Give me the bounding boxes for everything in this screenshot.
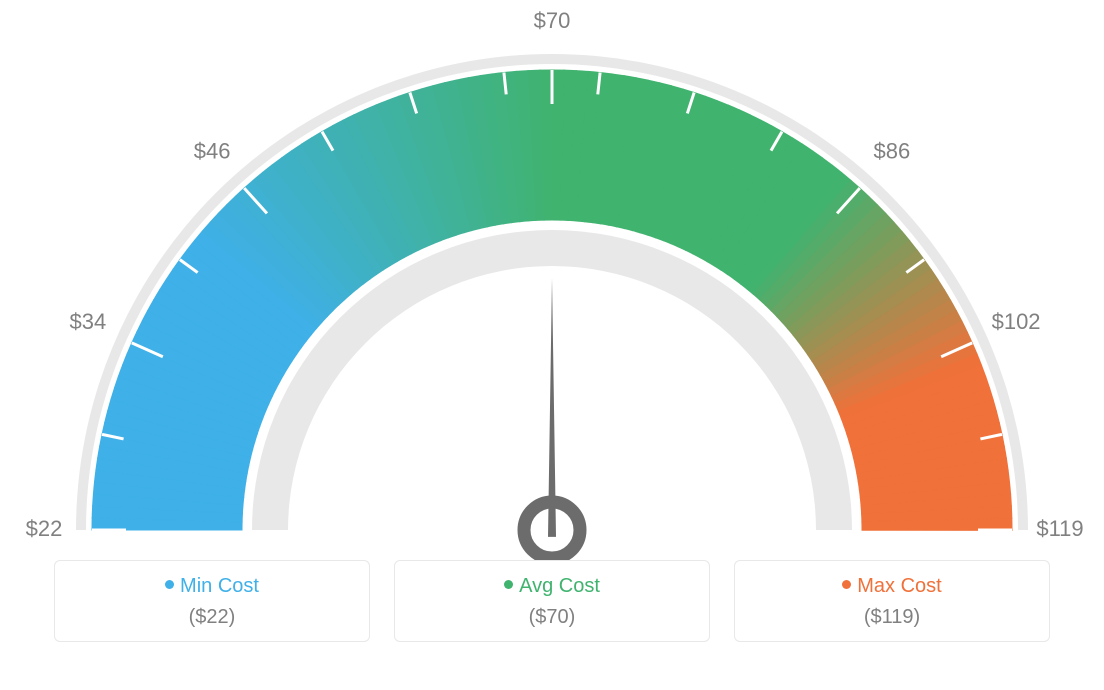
- gauge-chart: $22 $34 $46 $70 $86 $102 $119: [0, 0, 1104, 560]
- legend-dot-max: [842, 580, 851, 589]
- legend-dot-min: [165, 580, 174, 589]
- legend-value-max: ($119): [745, 606, 1039, 629]
- legend-label-avg: Avg Cost: [519, 575, 600, 597]
- tick-label: $22: [26, 516, 63, 541]
- legend-title-min: Min Cost: [65, 575, 359, 598]
- legend-label-max: Max Cost: [857, 575, 941, 597]
- gauge-svg: $22 $34 $46 $70 $86 $102 $119: [0, 0, 1104, 560]
- legend-dot-avg: [504, 580, 513, 589]
- tick-label: $102: [992, 309, 1041, 334]
- legend-label-min: Min Cost: [180, 575, 259, 597]
- tick-label: $119: [1036, 516, 1083, 541]
- legend-title-max: Max Cost: [745, 575, 1039, 598]
- legend-title-avg: Avg Cost: [405, 575, 699, 598]
- legend-card-min: Min Cost ($22): [54, 560, 370, 642]
- tick-label: $86: [874, 138, 911, 163]
- legend-card-avg: Avg Cost ($70): [394, 560, 710, 642]
- legend-row: Min Cost ($22) Avg Cost ($70) Max Cost (…: [0, 560, 1104, 642]
- tick-label: $70: [534, 8, 571, 33]
- tick-label: $46: [194, 138, 231, 163]
- legend-value-min: ($22): [65, 606, 359, 629]
- legend-value-avg: ($70): [405, 606, 699, 629]
- tick-label: $34: [70, 309, 107, 334]
- legend-card-max: Max Cost ($119): [734, 560, 1050, 642]
